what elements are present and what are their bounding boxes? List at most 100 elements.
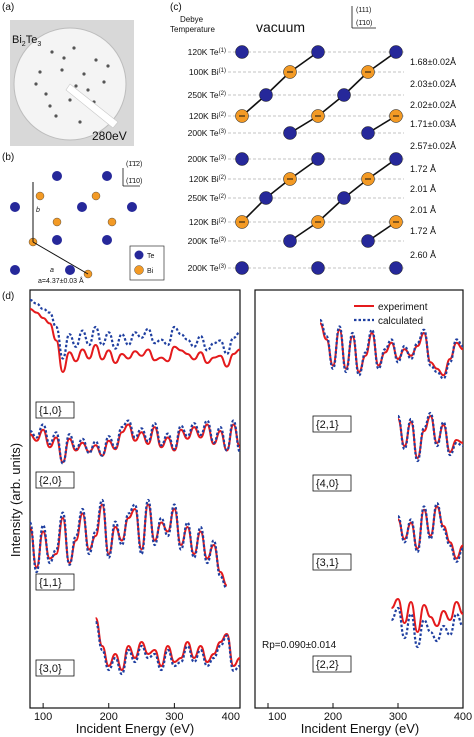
debye-line2: Temperature <box>170 25 215 34</box>
te-atom <box>65 265 75 275</box>
iv-curves: {1,0} {2,0} {1,1} {3,0} {2,1} {4,0} {3,1} {2,2} <box>28 298 464 677</box>
leed-spot <box>78 120 82 124</box>
experiment-curve <box>397 505 464 560</box>
leed-spot <box>94 58 98 62</box>
te-atom <box>127 202 137 212</box>
layer-structure: 120K Te(1) 100K Bi(1) 250K Te(2) 120K Bi(2)… <box>188 45 456 275</box>
legend-calculated-label: calculated <box>378 316 423 327</box>
beam-label: {2,2} <box>316 659 339 671</box>
beam-label: {4,0} <box>316 478 339 490</box>
right-plot-frame <box>254 289 464 709</box>
leed-spot <box>34 82 38 86</box>
te-atom <box>389 45 403 59</box>
vacuum-label: vacuum <box>256 19 305 35</box>
debye-line1: Debye <box>180 15 204 24</box>
energy-label: 280eV <box>92 129 127 143</box>
beam-label-box <box>35 573 75 591</box>
leed-spot <box>106 64 110 68</box>
calculated-curve <box>29 419 242 465</box>
axis-right-label: (1̄10) <box>126 178 142 185</box>
te-atom <box>337 88 351 102</box>
te-atom <box>235 261 249 275</box>
te-atom <box>259 88 273 102</box>
rp-factor: Rp=0.090±0.014 <box>262 640 337 651</box>
te-atom <box>361 234 375 248</box>
c-axis-right-label: (1̄10) <box>356 20 372 27</box>
beam-label-box <box>312 415 352 433</box>
layer-spacing: 2.01 Å <box>410 205 436 215</box>
leed-spot <box>60 68 64 72</box>
experiment-curve <box>391 597 464 634</box>
legend-te-label: Te <box>147 253 155 260</box>
legend-experiment-label: experiment <box>378 302 428 313</box>
panel-a-label: (a) <box>2 2 14 13</box>
layer-label: 120K Bi(2) <box>189 111 226 121</box>
x-axis-label-right: Incident Energy (eV) <box>301 721 420 736</box>
leed-spot <box>44 92 48 96</box>
panel-b: (b) b a a=4.37±0.03 Å (1̄1̄2) (1̄10) Te … <box>2 152 165 285</box>
axis-up-label: (1̄1̄2) <box>126 161 142 168</box>
te-atom <box>389 261 403 275</box>
legend-te-marker <box>134 250 144 260</box>
leed-spot <box>62 56 66 60</box>
leed-spot <box>86 88 90 92</box>
x-tick-label: 100 <box>268 711 286 723</box>
layer-label: 100K Bi(1) <box>189 67 226 77</box>
x-tick-label: 300 <box>389 711 407 723</box>
layer-label: 200K Te(3) <box>188 236 226 246</box>
te-atom <box>52 235 62 245</box>
beam-label-box <box>312 655 352 673</box>
panel-d-label: (d) <box>2 291 14 302</box>
calculated-curve <box>94 620 241 676</box>
layer-spacing: 2.60 Å <box>410 250 436 260</box>
layer-spacing: 2.01 Å <box>410 184 436 194</box>
te-atom <box>311 45 325 59</box>
vector-a-line <box>32 241 89 275</box>
calculated-curve <box>396 411 464 463</box>
bi-atom <box>35 191 45 201</box>
lattice-constant: a=4.37±0.03 Å <box>38 276 84 285</box>
vector-a-label: a <box>50 267 54 274</box>
layer-label: 120K Bi(2) <box>189 174 226 184</box>
panel-a: (a) Bi2Te3 280eV <box>2 2 134 146</box>
layer-label: 200K Te(3) <box>188 128 226 138</box>
axis-ticks: 100 200 300 400 100 200 300 400 <box>34 703 472 723</box>
te-atom <box>389 152 403 166</box>
experiment-curve <box>29 308 241 374</box>
te-atom <box>10 202 20 212</box>
te-atom <box>52 171 62 181</box>
layer-spacing: 2.57±0.02Å <box>410 141 456 151</box>
panel-d: (d) 100 200 300 400 100 200 300 400 {1,0}{2,0}{… <box>2 289 472 736</box>
layer-label: 120K Te(1) <box>188 47 226 57</box>
te-atom <box>102 171 112 181</box>
leed-spot <box>82 72 86 76</box>
layer-spacing: 1.68±0.02Å <box>410 57 456 67</box>
x-tick-label: 100 <box>34 711 52 723</box>
legend-b <box>129 245 165 281</box>
beam-label: {3,0} <box>39 663 62 675</box>
beam-label-box <box>312 474 352 492</box>
electron-gun-shadow <box>65 83 119 129</box>
leed-spot <box>54 114 58 118</box>
te-atom <box>283 234 297 248</box>
layer-spacing: 1.71±0.03Å <box>410 119 456 129</box>
leed-spot <box>38 70 42 74</box>
experiment-curve <box>94 617 241 672</box>
te-atom <box>77 202 87 212</box>
bi-atom <box>107 217 117 227</box>
experiment-curve <box>29 423 241 464</box>
leed-spot <box>50 50 54 54</box>
layer-label: 250K Te(2) <box>188 90 226 100</box>
layer-label: 120K Bi(2) <box>189 217 226 227</box>
layer-label: 250K Te(2) <box>188 193 226 203</box>
x-tick-label: 400 <box>222 711 240 723</box>
experiment-curve <box>29 503 228 587</box>
calculated-curve <box>319 318 464 380</box>
layer-spacing: 2.03±0.02Å <box>410 79 456 89</box>
leed-spot <box>102 80 106 84</box>
beam-label: {3,1} <box>316 557 339 569</box>
te-atom <box>102 235 112 245</box>
te-atom <box>235 45 249 59</box>
leed-spot <box>48 104 52 108</box>
